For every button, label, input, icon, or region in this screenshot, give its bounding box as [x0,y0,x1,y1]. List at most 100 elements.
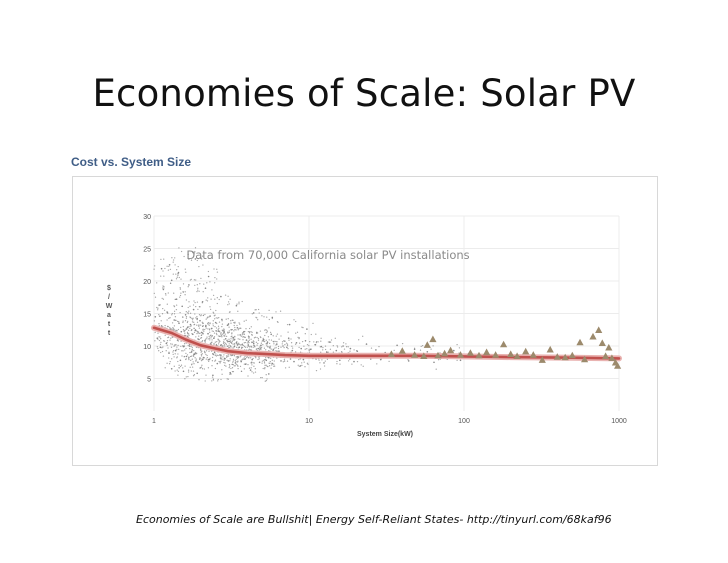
scatter-point [205,353,207,356]
scatter-point [216,354,219,356]
scatter-point [268,309,270,312]
scatter-point [218,331,221,333]
scatter-point [192,361,194,363]
scatter-point [171,358,173,360]
scatter-point [218,360,220,363]
scatter-point [154,340,156,342]
scatter-point [315,333,317,335]
large-system-marker [605,343,613,351]
scatter-point [209,343,212,345]
scatter-point [224,364,226,367]
scatter-point [200,314,202,316]
scatter-point [169,339,171,341]
scatter-point [233,355,236,357]
scatter-point [244,336,246,339]
scatter-point [219,357,222,359]
scatter-point [189,366,191,368]
scatter-point [156,306,158,309]
scatter-point [211,376,214,378]
scatter-point [210,337,212,339]
scatter-point [185,355,188,358]
scatter-point [186,354,189,356]
scatter-point [230,329,232,331]
scatter-point [270,357,272,359]
scatter-point [162,346,164,348]
scatter-point [270,339,273,341]
scatter-point [270,333,272,336]
scatter-point [248,337,250,339]
scatter-point [195,353,197,355]
scatter-point [163,340,166,342]
scatter-point [176,276,178,278]
scatter-point [159,343,162,346]
scatter-point [173,329,176,331]
scatter-point [253,341,255,343]
scatter-point [237,367,239,370]
scatter-point [186,321,189,324]
scatter-point [185,315,188,318]
scatter-point [313,341,315,343]
scatter-point [223,328,225,330]
scatter-point [228,303,230,305]
scatter-point [182,316,184,318]
large-system-marker [595,326,603,333]
scatter-point [217,335,220,337]
scatter-point [295,342,298,344]
large-system-marker [507,350,515,357]
large-system-marker [475,351,483,359]
scatter-point [198,325,200,328]
scatter-point [200,334,203,336]
scatter-point [231,333,233,335]
large-system-marker [608,354,616,361]
scatter-point [223,354,225,356]
scatter-point [302,326,304,329]
scatter-point [205,358,207,360]
scatter-point [283,346,285,349]
scatter-point [177,360,179,363]
scatter-point [237,347,239,349]
scatter-point [237,338,239,340]
scatter-point [166,362,168,364]
scatter-point [190,278,192,281]
scatter-point [182,283,185,285]
scatter-point [190,351,192,354]
scatter-point [191,321,194,323]
scatter-point [435,368,437,370]
scatter-point [286,346,288,349]
scatter-point [268,362,270,364]
scatter-point [225,318,227,320]
scatter-point [219,340,221,343]
scatter-point [268,365,271,367]
scatter-point [190,370,192,372]
scatter-point [295,320,297,323]
scatter-point [219,361,221,363]
scatter-point [166,319,168,321]
scatter-point [187,320,189,323]
scatter-point [163,275,165,277]
scatter-point [187,329,190,332]
scatter-point [209,281,211,283]
scatter-point [267,336,270,338]
scatter-point [250,326,252,328]
scatter-point [198,335,200,337]
scatter-point [180,326,182,329]
scatter-point [258,356,260,358]
scatter-point [310,333,312,336]
slide-title: Economies of Scale: Solar PV [92,72,636,115]
scatter-point [220,344,223,346]
scatter-point [276,343,278,345]
scatter-point [171,322,174,324]
scatter-point [196,372,198,375]
scatter-point [347,360,350,362]
scatter-point [200,355,203,357]
scatter-point [171,328,173,330]
scatter-point [257,339,260,341]
scatter-point [268,339,270,341]
scatter-point [332,351,335,353]
scatter-point [184,320,187,322]
scatter-point [227,347,230,349]
scatter-point [208,335,210,338]
scatter-point [265,357,267,359]
scatter-point [261,340,263,342]
scatter-point [244,346,247,348]
